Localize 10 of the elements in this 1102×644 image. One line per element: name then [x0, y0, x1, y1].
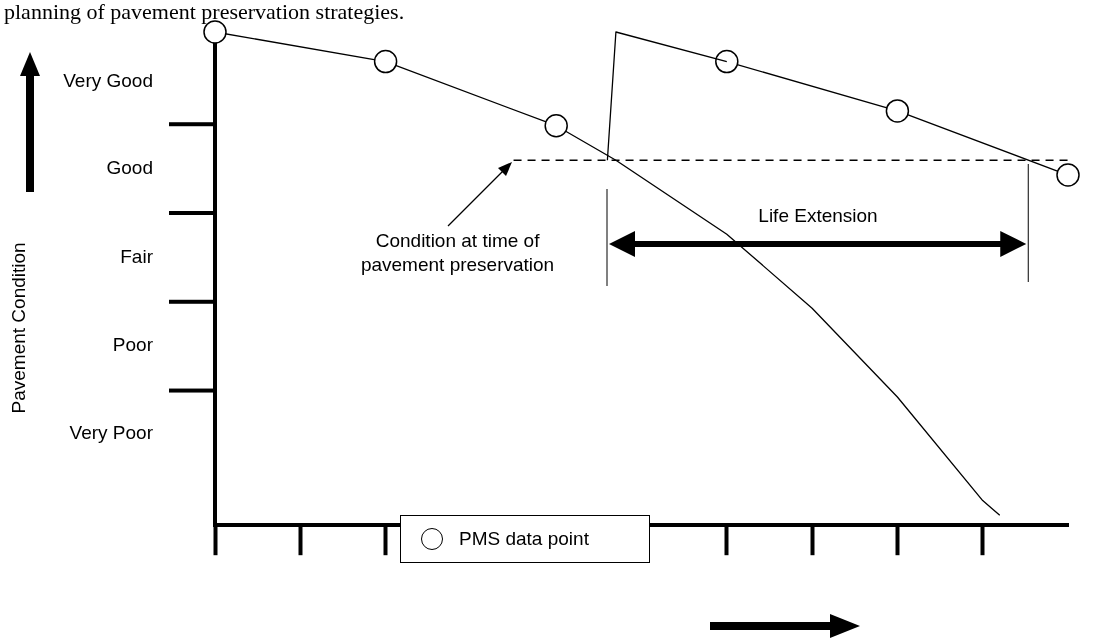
annotation: Condition at time of pavement preservation	[360, 229, 555, 275]
text: Good	[106, 156, 153, 178]
text: Pavement Condition	[8, 242, 30, 414]
text: Very Poor	[69, 422, 154, 444]
text: Very Good	[63, 69, 153, 91]
text: Poor	[112, 334, 154, 356]
text: planning of pavement preservation strategies.	[4, 0, 405, 24]
annotation: Life Extension	[758, 204, 878, 226]
legend-label: PMS data point	[459, 528, 589, 550]
text: Fair	[120, 245, 154, 267]
